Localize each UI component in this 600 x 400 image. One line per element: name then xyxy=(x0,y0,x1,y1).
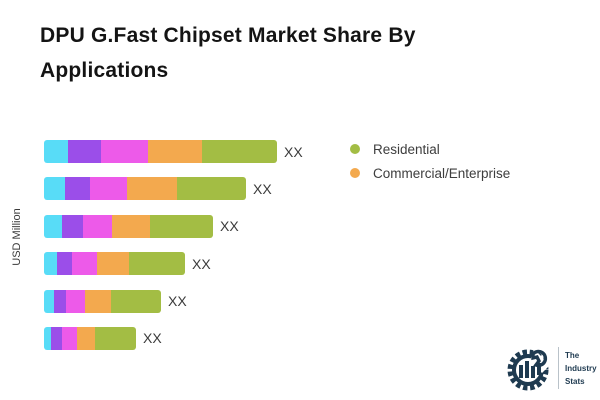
stacked-bar xyxy=(44,177,246,201)
logo-text-line3: Stats xyxy=(565,376,585,386)
bar-segment xyxy=(77,326,95,350)
bar-segment xyxy=(44,289,54,313)
bar-segment xyxy=(97,252,129,276)
bar-value-label: XX xyxy=(168,293,187,310)
bar-segment xyxy=(148,140,202,163)
legend-dot-icon xyxy=(350,144,360,154)
bar-chart: XX XX XX XX XX XX xyxy=(44,140,303,364)
bar-segment xyxy=(54,289,66,313)
legend-item: Commercial/Enterprise xyxy=(350,163,510,183)
logo-text-line2: Industry xyxy=(565,363,597,373)
stacked-bar xyxy=(44,140,277,163)
bar-segment xyxy=(95,326,136,350)
bar-value-label: XX xyxy=(143,330,162,347)
bar-row: XX xyxy=(44,326,303,350)
bar-segment xyxy=(177,177,246,201)
bar-segment xyxy=(44,140,68,163)
bar-segment xyxy=(150,214,213,238)
bar-segment xyxy=(62,214,83,238)
stacked-bar xyxy=(44,289,161,313)
chart-title: DPU G.Fast Chipset Market Share By Appli… xyxy=(40,24,416,82)
brand-logo: The Industry Stats xyxy=(504,343,597,393)
bar-segment xyxy=(202,140,277,163)
bar-value-label: XX xyxy=(220,218,239,235)
bar-segment xyxy=(85,289,111,313)
bar-row: XX xyxy=(44,289,303,313)
logo-text: The Industry Stats xyxy=(565,349,597,388)
gear-wrench-icon xyxy=(507,349,550,391)
bar-segment xyxy=(68,140,101,163)
bar-segment xyxy=(127,177,177,201)
stacked-bar xyxy=(44,326,136,350)
stacked-bar xyxy=(44,214,213,238)
stacked-bar xyxy=(44,252,185,276)
legend-item: Residential xyxy=(350,139,510,159)
bar-segment xyxy=(129,252,185,276)
logo-divider xyxy=(558,347,559,389)
bar-segment xyxy=(66,289,85,313)
bar-segment xyxy=(112,214,150,238)
bar-segment xyxy=(72,252,97,276)
bar-row: XX xyxy=(44,252,303,276)
bar-segment xyxy=(111,289,161,313)
bar-row: XX xyxy=(44,177,303,201)
bar-segment xyxy=(44,177,65,201)
legend-label: Residential xyxy=(373,141,440,157)
bar-segment xyxy=(51,326,62,350)
bar-segment xyxy=(90,177,127,201)
bar-segment xyxy=(44,214,62,238)
bar-value-label: XX xyxy=(192,255,211,272)
bar-segment xyxy=(44,326,51,350)
bar-segment xyxy=(101,140,148,163)
y-axis-label: USD Million xyxy=(11,208,23,266)
bar-row: XX xyxy=(44,214,303,238)
bar-segment xyxy=(83,214,112,238)
bar-segment xyxy=(44,252,57,276)
bar-segment xyxy=(57,252,72,276)
legend: Residential Commercial/Enterprise xyxy=(350,139,510,187)
bar-segment xyxy=(62,326,77,350)
legend-label: Commercial/Enterprise xyxy=(373,165,511,181)
logo-text-line1: The xyxy=(565,350,580,360)
bar-segment xyxy=(65,177,90,201)
bar-value-label: XX xyxy=(284,143,303,160)
legend-dot-icon xyxy=(350,168,360,178)
bar-row: XX xyxy=(44,140,303,163)
bar-value-label: XX xyxy=(253,180,272,197)
